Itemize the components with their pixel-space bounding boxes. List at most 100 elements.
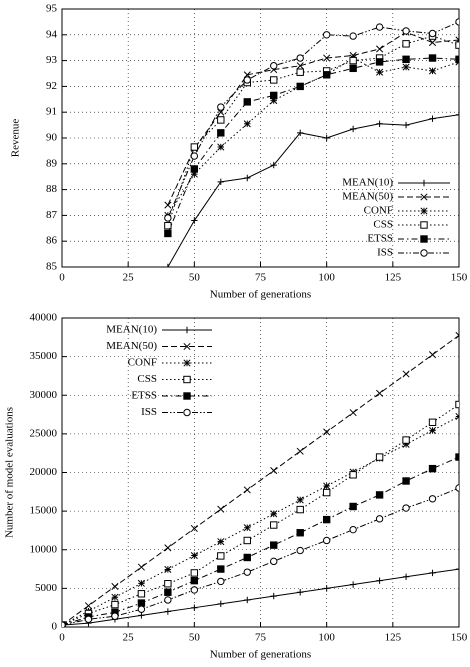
marker	[428, 29, 437, 38]
marker	[243, 98, 251, 106]
legend-label: ETSS	[131, 390, 157, 402]
marker	[349, 56, 357, 65]
marker	[244, 174, 251, 182]
marker	[296, 54, 304, 62]
marker	[270, 62, 278, 70]
marker	[137, 563, 145, 571]
marker	[323, 482, 331, 490]
legend-label: ISS	[377, 247, 393, 259]
y-tick-label: 86	[46, 235, 58, 247]
marker	[190, 524, 198, 533]
marker	[323, 54, 331, 62]
marker	[217, 129, 225, 137]
marker	[164, 596, 172, 604]
y-tick-label: 0	[52, 621, 58, 633]
marker	[270, 557, 278, 566]
y-tick-label: 10000	[30, 543, 58, 555]
marker	[164, 608, 172, 615]
marker	[217, 505, 225, 513]
marker	[375, 515, 384, 523]
marker	[349, 502, 357, 511]
marker	[428, 351, 437, 359]
marker	[297, 589, 304, 596]
marker	[376, 45, 384, 53]
marker	[428, 54, 437, 62]
marker	[455, 400, 459, 409]
marker	[270, 91, 278, 100]
marker	[111, 593, 119, 601]
marker	[243, 76, 251, 84]
x-tick-label: 125	[385, 272, 402, 284]
legend-label: CSS	[137, 373, 157, 385]
chart: 85 86 87 88 89 90 91 92 93 94 95 0 25 50 75 100 125 150 Nu…	[10, 3, 468, 301]
plot-area	[164, 18, 459, 267]
marker	[402, 436, 410, 444]
marker	[455, 41, 459, 49]
marker	[217, 600, 224, 608]
marker	[190, 165, 199, 173]
marker	[376, 389, 384, 397]
marker	[402, 440, 410, 448]
marker	[270, 97, 278, 105]
legend-label: MEAN(50)	[106, 340, 157, 352]
marker	[455, 484, 459, 492]
marker	[322, 536, 331, 545]
y-tick-label: 40000	[30, 312, 58, 324]
x-axis-label: Number of generations	[210, 289, 311, 301]
y-tick-label: 91	[46, 106, 57, 118]
marker	[296, 82, 304, 91]
marker	[296, 496, 304, 504]
marker	[428, 38, 437, 47]
marker	[376, 120, 383, 128]
marker	[217, 552, 225, 560]
legend-label: CONF	[128, 357, 157, 369]
y-tick-label: 25000	[30, 427, 58, 439]
marker	[270, 592, 277, 600]
marker	[183, 392, 191, 400]
x-tick-label: 75	[255, 272, 267, 284]
marker	[190, 551, 198, 560]
y-tick-label: 93	[46, 54, 58, 66]
y-tick-label: 85	[46, 261, 58, 273]
marker	[322, 31, 331, 39]
plot-frame	[61, 317, 460, 628]
marker	[296, 529, 304, 537]
marker	[243, 524, 251, 532]
marker	[296, 546, 304, 555]
x-tick-label: 150	[451, 632, 468, 644]
marker	[428, 495, 437, 503]
y-tick-label: 88	[46, 183, 58, 195]
y-tick-label: 89	[46, 157, 58, 169]
marker	[164, 580, 172, 588]
marker	[217, 577, 225, 586]
marker	[217, 108, 225, 116]
marker	[349, 581, 357, 588]
marker	[217, 565, 225, 573]
marker	[164, 544, 172, 552]
marker	[296, 68, 304, 76]
marker	[376, 68, 384, 76]
marker	[322, 515, 331, 524]
plot-frame	[61, 8, 460, 268]
marker	[270, 510, 278, 518]
marker	[164, 588, 172, 596]
marker	[428, 464, 437, 473]
marker	[375, 491, 384, 499]
marker	[270, 76, 278, 84]
marker	[349, 64, 357, 73]
marker	[270, 541, 278, 549]
marker	[455, 331, 459, 339]
x-tick-label: 0	[59, 632, 65, 644]
y-tick-label: 15000	[30, 505, 58, 517]
series-line	[62, 487, 459, 626]
marker	[455, 111, 459, 118]
marker	[420, 207, 428, 215]
marker	[243, 71, 251, 79]
marker	[349, 125, 357, 133]
marker	[111, 600, 119, 609]
series-line	[167, 21, 459, 219]
marker	[183, 375, 191, 384]
marker	[84, 602, 93, 610]
marker	[190, 586, 199, 594]
